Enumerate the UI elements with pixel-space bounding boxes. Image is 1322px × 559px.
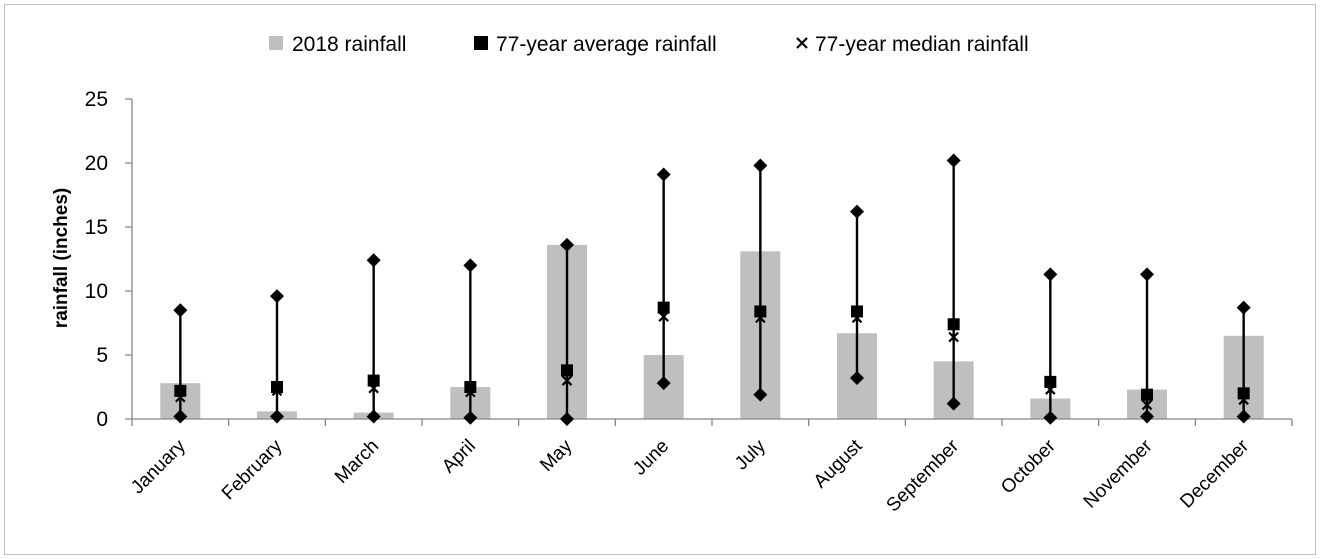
y-tick-label: 25: [85, 88, 108, 111]
range-min-march: [366, 409, 381, 424]
range-max-december: [1236, 300, 1251, 315]
median-marker-december: [1238, 394, 1249, 406]
x-label-march: March: [331, 436, 383, 488]
average-marker-june: [657, 301, 670, 314]
x-label-september: September: [883, 435, 964, 516]
range-min-february: [270, 409, 284, 424]
median-marker-march: [368, 383, 379, 394]
average-marker-may: [561, 364, 573, 377]
range-min-september: [946, 396, 961, 411]
legend-swatch-2018-rainfall: [269, 36, 283, 50]
average-marker-february: [271, 381, 283, 393]
range-max-february: [270, 289, 284, 304]
range-max-march: [366, 253, 381, 268]
median-marker-september: [948, 331, 959, 343]
range-min-december: [1236, 409, 1251, 424]
average-marker-march: [367, 374, 380, 387]
range-min-may: [560, 412, 574, 426]
legend-label-77-year-average: 77-year average rainfall: [496, 33, 717, 56]
x-label-december: December: [1176, 435, 1253, 512]
y-tick-label: 10: [85, 280, 108, 303]
average-marker-august: [851, 305, 863, 318]
range-max-june: [656, 167, 671, 182]
chart-frame: [4, 4, 1316, 555]
y-tick-label: 5: [96, 344, 108, 367]
x-label-november: November: [1080, 435, 1157, 512]
range-min-january: [173, 409, 188, 424]
x-label-may: May: [536, 435, 577, 476]
range-max-august: [850, 204, 864, 219]
range-max-october: [1043, 267, 1058, 282]
x-labels: January February March April May June July Augu…: [127, 435, 1253, 516]
x-label-april: April: [438, 436, 480, 478]
range-max-july: [753, 158, 768, 173]
average-marker-november: [1141, 388, 1153, 401]
median-marker-october: [1045, 384, 1056, 395]
y-axis: 0 5 10 15 20 25: [85, 88, 133, 431]
bars: [160, 244, 1264, 419]
median-marker-july: [755, 312, 766, 324]
markers: [174, 301, 1250, 411]
median-marker-may: [561, 375, 573, 386]
x-axis: [131, 418, 1293, 426]
y-axis-title: rainfall (inches): [51, 188, 72, 328]
median-marker-november: [1141, 399, 1153, 411]
median-marker-february: [271, 385, 283, 397]
x-label-july: July: [731, 435, 770, 474]
average-marker-october: [1044, 375, 1057, 388]
y-tick-label: 20: [85, 152, 108, 175]
median-marker-august: [851, 312, 863, 324]
x-label-june: June: [629, 436, 673, 480]
x-label-october: October: [997, 435, 1060, 498]
median-marker-january: [175, 391, 186, 403]
range-max-may: [560, 237, 574, 252]
range-max-november: [1140, 267, 1154, 282]
range-max-september: [946, 153, 961, 168]
range-min-april: [463, 410, 478, 425]
average-marker-july: [754, 305, 767, 318]
average-marker-january: [174, 384, 187, 397]
legend-swatch-77-year-average: [474, 36, 488, 50]
y-tick-label: 0: [96, 408, 108, 431]
range-max-january: [173, 303, 188, 318]
y-tick-label: 15: [85, 216, 108, 239]
median-marker-june: [658, 311, 669, 322]
average-marker-september: [947, 318, 960, 331]
x-label-august: August: [810, 435, 867, 492]
range-min-august: [850, 371, 864, 386]
legend-label-77-year-median: 77-year median rainfall: [815, 33, 1029, 56]
x-label-february: February: [218, 435, 287, 504]
average-marker-december: [1237, 387, 1250, 400]
legend-label-2018-rainfall: 2018 rainfall: [292, 33, 406, 56]
median-marker-april: [465, 386, 476, 398]
range-min-july: [753, 387, 768, 402]
x-label-january: January: [127, 435, 190, 498]
range-min-october: [1043, 410, 1058, 425]
range-whiskers: [173, 153, 1251, 426]
legend-swatch-77-year-median: [796, 37, 808, 49]
range-min-june: [656, 376, 671, 391]
range-min-november: [1140, 409, 1154, 424]
legend: 2018 rainfall 77-year average rainfall 7…: [269, 33, 1029, 56]
range-max-april: [463, 258, 478, 273]
